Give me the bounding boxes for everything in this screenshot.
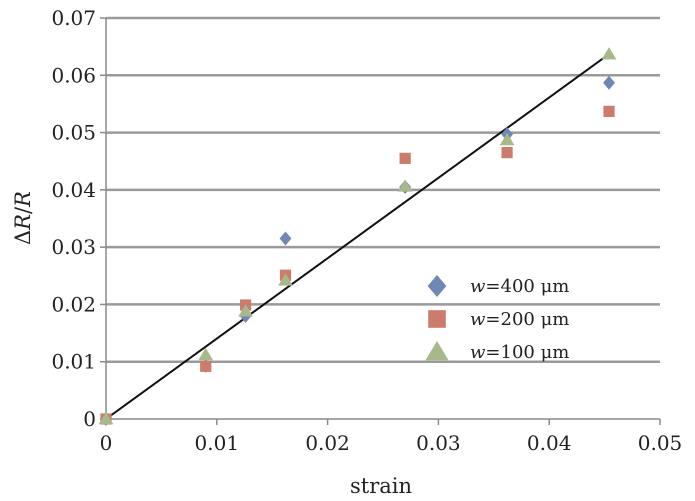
legend-label-200-rest: =200 μm bbox=[485, 309, 569, 330]
legend-label-100-var: w bbox=[470, 342, 486, 363]
legend-label-100-rest: =100 μm bbox=[485, 342, 569, 363]
x-tick-label-0.05: 0.05 bbox=[638, 431, 683, 455]
x-tick-label-0.01: 0.01 bbox=[195, 431, 240, 455]
point-w100-1 bbox=[198, 347, 214, 361]
axes bbox=[100, 17, 661, 425]
y-axis-title: ΔR/R bbox=[11, 191, 35, 245]
point-w200-1 bbox=[200, 360, 212, 372]
legend-label-200-var: w bbox=[470, 309, 486, 330]
point-w100-0 bbox=[98, 412, 114, 425]
x-tick-label-0.02: 0.02 bbox=[305, 431, 350, 455]
legend-label-400: w=400 μm bbox=[470, 276, 569, 297]
y-axis-title-var2: R bbox=[11, 191, 35, 208]
x-tick-label-0.04: 0.04 bbox=[527, 431, 572, 455]
point-w100-5 bbox=[499, 133, 515, 146]
point-w100-4 bbox=[397, 179, 413, 192]
y-axis-title-slash: / bbox=[11, 206, 35, 214]
point-w200-4 bbox=[399, 152, 411, 164]
x-tick-labels: 0 0.01 0.02 0.03 0.04 0.05 bbox=[100, 431, 683, 455]
y-tick-label-0.05: 0.05 bbox=[51, 121, 96, 145]
y-tick-labels: 0 0.01 0.02 0.03 0.04 0.05 0.06 0.07 bbox=[51, 6, 96, 431]
x-tick-label-0: 0 bbox=[100, 431, 113, 455]
y-tick-label-0.02: 0.02 bbox=[51, 292, 96, 316]
point-w200-6 bbox=[603, 105, 615, 117]
fit-line bbox=[105, 53, 610, 420]
point-w100-2 bbox=[238, 304, 253, 317]
legend-symbols bbox=[425, 275, 449, 361]
y-tick-label-0.01: 0.01 bbox=[51, 350, 96, 374]
legend-label-100: w=100 μm bbox=[470, 342, 569, 363]
y-tick-label-0.04: 0.04 bbox=[51, 178, 96, 202]
y-tick-label-0.07: 0.07 bbox=[51, 6, 96, 30]
point-w100-6 bbox=[601, 47, 617, 60]
legend-symbol-400 bbox=[427, 275, 447, 297]
x-axis-title: strain bbox=[350, 474, 412, 498]
point-w100-3 bbox=[278, 273, 293, 286]
y-tick-label-0.03: 0.03 bbox=[51, 235, 96, 259]
legend-symbol-200 bbox=[428, 310, 446, 328]
legend-label-400-var: w bbox=[470, 276, 486, 297]
fit-line-group bbox=[105, 53, 610, 420]
y-tick-label-0: 0 bbox=[83, 407, 96, 431]
point-w400-6 bbox=[603, 75, 615, 90]
legend: w=400 μm w=200 μm w=100 μm bbox=[425, 275, 569, 363]
legend-symbol-100 bbox=[425, 341, 449, 361]
point-w200-5 bbox=[501, 147, 513, 159]
y-tick-label-0.06: 0.06 bbox=[51, 63, 96, 87]
point-w400-3 bbox=[279, 231, 292, 246]
grid-lines bbox=[106, 16, 660, 363]
legend-label-400-rest: =400 μm bbox=[485, 276, 569, 297]
y-axis-title-delta: Δ bbox=[11, 230, 35, 245]
legend-label-200: w=200 μm bbox=[470, 309, 569, 330]
data-points bbox=[98, 47, 617, 426]
y-axis-title-var1: R bbox=[11, 214, 35, 231]
x-tick-label-0.03: 0.03 bbox=[416, 431, 461, 455]
